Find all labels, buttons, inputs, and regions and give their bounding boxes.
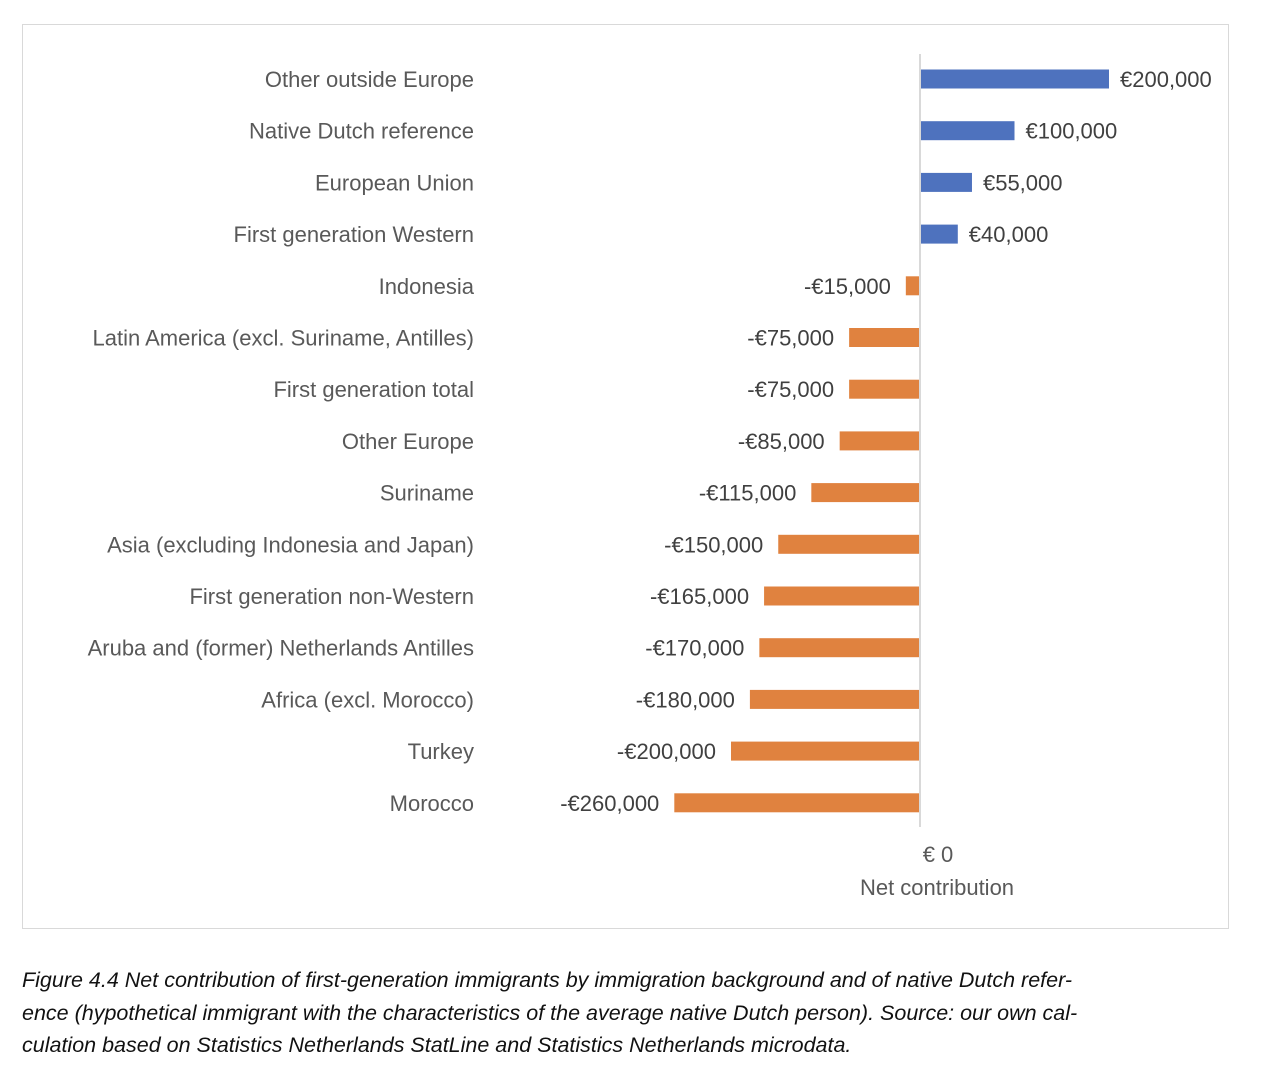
caption-line: culation based on Statistics Netherlands…: [22, 1033, 852, 1057]
bar: [849, 379, 920, 399]
bar: [920, 224, 958, 244]
x-tick-label: € 0: [923, 842, 954, 867]
category-label: Indonesia: [379, 274, 475, 299]
figure-caption: Figure 4.4 Net contribution of first-gen…: [22, 964, 1242, 1062]
data-label: -€180,000: [636, 687, 735, 712]
category-label: First generation Western: [234, 222, 474, 247]
bar: [849, 328, 920, 347]
bar: [731, 741, 920, 761]
data-label: -€75,000: [747, 326, 834, 351]
category-label: Aruba and (former) Netherlands Antilles: [88, 636, 474, 661]
data-label: -€165,000: [650, 584, 749, 609]
bar: [905, 276, 920, 296]
category-label: Morocco: [390, 791, 474, 816]
bar: [778, 534, 920, 554]
data-label: -€200,000: [617, 739, 716, 764]
category-label: Suriname: [380, 481, 474, 506]
bar: [920, 69, 1109, 89]
category-label: Asia (excluding Indonesia and Japan): [107, 532, 474, 557]
category-label: Other Europe: [342, 429, 474, 454]
category-label: Other outside Europe: [265, 67, 474, 92]
bar: [811, 483, 920, 503]
caption-line: ence (hypothetical immigrant with the ch…: [22, 1000, 1078, 1025]
category-label: First generation total: [273, 377, 474, 402]
x-axis-title: Net contribution: [860, 875, 1014, 900]
data-label: -€170,000: [645, 636, 744, 661]
data-label: €40,000: [969, 222, 1049, 247]
category-label: European Union: [315, 170, 474, 195]
category-label: Native Dutch reference: [249, 119, 474, 144]
bar: [759, 638, 920, 658]
category-label: First generation non-Western: [189, 584, 474, 609]
data-label: €55,000: [983, 170, 1063, 195]
chart-frame: [22, 24, 1229, 929]
data-label: €100,000: [1026, 119, 1118, 144]
bar-chart: Other outside Europe €200,000 Native Dutch…: [88, 54, 1212, 900]
caption-line: Figure 4.4 Net contribution of first-gen…: [22, 968, 1073, 992]
data-label: -€115,000: [699, 481, 796, 506]
data-label: -€75,000: [747, 377, 834, 402]
bar: [920, 172, 972, 192]
category-label: Africa (excl. Morocco): [261, 687, 474, 712]
bar: [839, 431, 920, 451]
data-label: -€260,000: [560, 791, 659, 816]
data-label: €200,000: [1120, 67, 1212, 92]
data-label: -€15,000: [804, 274, 891, 299]
data-label: -€85,000: [738, 429, 825, 454]
bar: [749, 689, 920, 709]
category-label: Latin America (excl. Suriname, Antilles): [93, 326, 475, 351]
data-label: -€150,000: [664, 532, 763, 557]
bar: [920, 121, 1015, 141]
category-label: Turkey: [408, 739, 474, 764]
bar: [764, 586, 920, 606]
bar: [674, 793, 920, 813]
